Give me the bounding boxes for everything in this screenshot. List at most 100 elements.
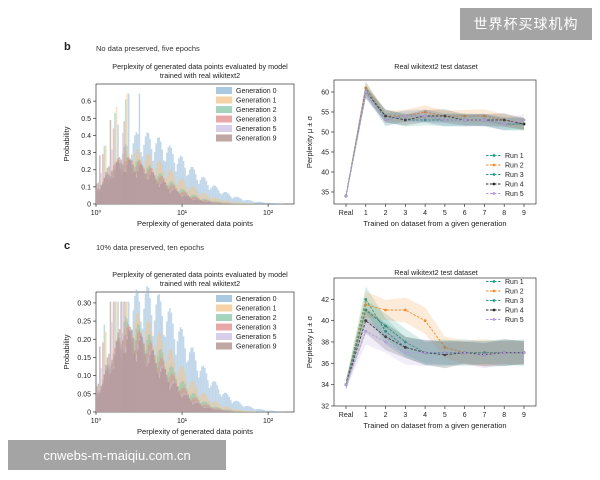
hist-bar (126, 339, 128, 412)
hist-bar (146, 180, 148, 204)
hist-bar (217, 410, 220, 412)
hist-bar (176, 386, 179, 412)
y-tick-label: 0.2 (81, 167, 91, 174)
hist-bar (185, 395, 188, 412)
data-point (403, 345, 407, 349)
hist-bar (173, 382, 176, 412)
data-point (502, 118, 506, 122)
hist-bar (230, 408, 232, 412)
hist-bar (161, 368, 164, 412)
hist-bar (120, 301, 122, 412)
hist-bar (246, 405, 249, 412)
legend-marker (492, 318, 496, 321)
x-tick-label: 10² (263, 210, 274, 217)
data-point (364, 319, 368, 323)
hist-bar (214, 410, 217, 412)
hist-bar (205, 181, 208, 204)
hist-bar (121, 164, 124, 204)
hist-bar (202, 176, 205, 204)
hist-bar (246, 199, 249, 204)
legend-entry: Generation 2 (236, 315, 277, 322)
hist-bar (274, 203, 276, 204)
hist-bar (190, 401, 192, 412)
hist-bar (205, 201, 208, 204)
hist-bar (225, 411, 227, 412)
hist-bar (225, 203, 227, 204)
legend-marker (492, 173, 496, 176)
hist-bar (175, 189, 177, 204)
hist-bar (108, 166, 110, 204)
hist-bar (252, 408, 255, 412)
data-point (384, 324, 387, 328)
hist-bar (226, 411, 229, 412)
hist-bar (242, 202, 244, 204)
hist-bar (179, 396, 182, 412)
hist-bar (166, 185, 168, 204)
hist-bar (231, 403, 234, 412)
legend: Generation 0 Generation 1 Generation 2 Gene… (216, 87, 277, 143)
hist-bar (103, 324, 106, 412)
x-tick-label: 8 (502, 210, 506, 217)
hist-bar (114, 113, 116, 204)
data-point (522, 122, 526, 126)
hist-bar (236, 203, 238, 204)
hist-bar (188, 169, 191, 204)
hist-bar (144, 353, 147, 412)
legend-swatch (216, 96, 232, 104)
hist-bar (213, 197, 215, 204)
hist-bar (237, 202, 240, 204)
hist-bar (112, 368, 115, 412)
x-tick-label: 10² (263, 418, 274, 425)
hist-bar (124, 99, 127, 204)
hist-bar (252, 203, 255, 204)
hist-bar (237, 401, 240, 412)
hist-bar (257, 408, 259, 412)
hist-bar (280, 203, 282, 204)
hist-bar (187, 360, 189, 412)
y-tick-label: 0.5 (81, 116, 91, 123)
legend-entry: Run 3 (505, 298, 524, 305)
hist-bar (126, 164, 128, 204)
legend: Run 1 Run 2 Run 3 Run 4 Run 5 (486, 279, 524, 324)
hist-bar (236, 202, 238, 204)
legend-swatch (216, 342, 232, 350)
hist-bar (191, 166, 194, 204)
error-band (346, 299, 524, 390)
legend-entry: Generation 5 (236, 334, 277, 341)
hist-bar (210, 385, 212, 412)
y-tick-label: 45 (321, 150, 329, 157)
hist-bar (223, 406, 226, 412)
hist-bar (217, 198, 220, 204)
hist-bar (121, 340, 124, 412)
hist-bar (176, 341, 179, 412)
hist-bar (231, 203, 234, 204)
hist-bar (175, 383, 177, 412)
hist-bar (172, 189, 174, 204)
error-band (346, 81, 524, 199)
data-point (522, 351, 526, 355)
hist-bar (143, 343, 145, 412)
hist-bar (255, 201, 258, 204)
legend-entry: Generation 1 (236, 98, 277, 105)
data-point (463, 118, 467, 122)
line-frame (333, 79, 537, 205)
hist-bar (240, 199, 243, 204)
hist-bar (236, 409, 238, 412)
hist-bar (112, 301, 115, 412)
legend-marker (492, 192, 496, 195)
legend-entry: Generation 9 (236, 344, 277, 351)
hist-bar (225, 392, 227, 412)
hist-bar (249, 410, 252, 412)
legend-marker (492, 154, 496, 157)
hist-bar (222, 192, 224, 204)
y-tick-label: 0 (87, 202, 91, 209)
hist-bar (223, 203, 226, 204)
hist-bar (123, 121, 125, 204)
hist-bar (135, 177, 138, 204)
hist-bar (188, 189, 191, 204)
panel-subtitle-b: No data preserved, five epochs (96, 44, 200, 53)
hist-bar (269, 202, 272, 204)
hist-bar (140, 335, 142, 412)
hist-bar (138, 166, 141, 204)
hist-bar (127, 93, 130, 204)
